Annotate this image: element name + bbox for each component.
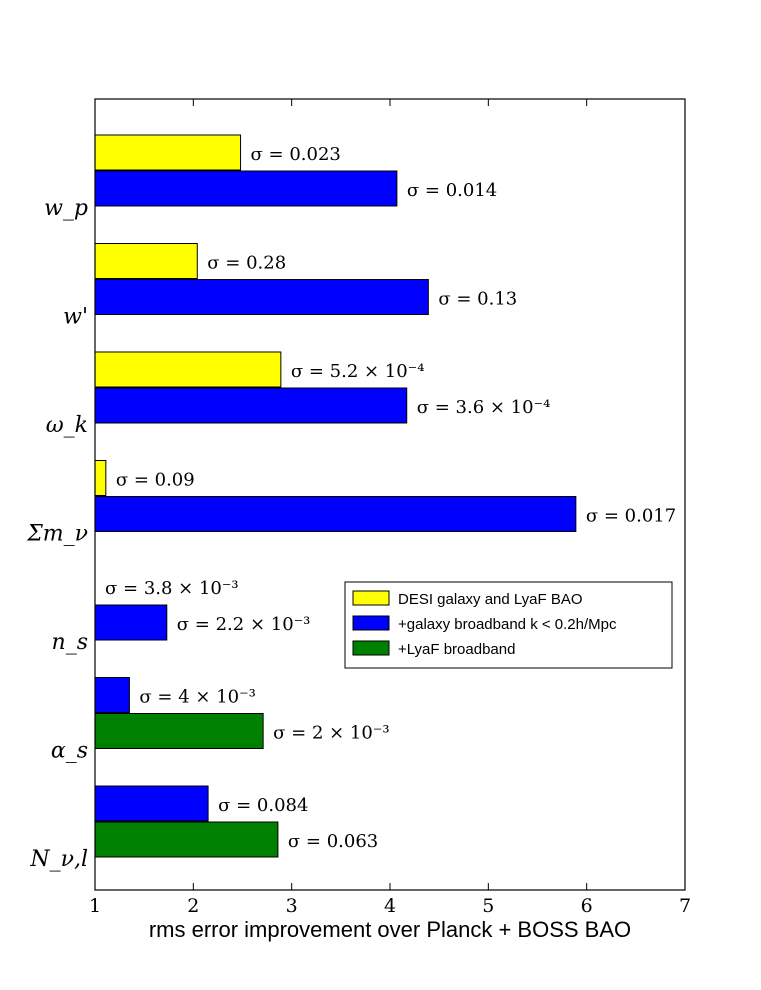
bar-label-2-5: σ = 2 × 10⁻³ [273,723,389,744]
x-ticks-group: 1 2 3 4 5 6 7 [89,99,691,917]
bar-1-6 [94,785,209,822]
bar-label-2-6: σ = 0.063 [288,831,378,852]
legend-swatch-0 [352,590,390,606]
legend-label-0: DESI galaxy and LyaF BAO [398,591,583,608]
x-tick-label-2: 3 [286,895,298,917]
bar-1-3 [94,496,577,532]
bar-label-1-3: σ = 0.017 [586,506,676,527]
bar-label-1-5: σ = 4 × 10⁻³ [139,687,255,708]
bars-group [94,134,577,858]
bar-label-0-3: σ = 0.09 [116,470,195,491]
x-tick-label-5: 6 [581,895,593,917]
bar-0-1 [94,243,198,279]
legend-swatch-2 [352,640,390,656]
category-label-2: ω_k [46,413,88,438]
bar-label-0-0: σ = 0.023 [251,144,341,165]
bar-1-0 [94,170,398,207]
x-tick-label-3: 4 [384,895,396,917]
bar-1-4 [94,604,168,641]
bar-label-1-2: σ = 3.6 × 10⁻⁴ [417,397,551,418]
bar-1-2 [94,387,408,424]
legend-box [344,581,673,669]
bar-0-0 [94,134,242,171]
bar-label-0-1: σ = 0.28 [207,253,286,274]
legend: DESI galaxy and LyaF BAO +galaxy broadban… [344,581,673,669]
legend-entries: DESI galaxy and LyaF BAO +galaxy broadban… [352,590,617,658]
legend-label-1: +galaxy broadband k < 0.2h/Mpc [398,616,617,633]
category-label-6: N_ν,l [29,847,88,872]
bar-2-5 [94,713,264,749]
bar-0-2 [94,351,282,388]
category-label-4: n_s [52,630,88,655]
x-axis-label: rms error improvement over Planck + BOSS… [149,917,631,942]
bar-labels-group: σ = 0.023 σ = 0.014 σ = 0.28 σ = 0.13 σ = 5.… [105,144,676,852]
bar-0-3 [94,460,107,496]
x-tick-label-4: 5 [482,895,494,917]
category-label-5: α_s [51,739,88,764]
bar-1-5 [94,677,130,713]
category-label-3: Σm_ν [26,522,88,547]
bar-label-1-4: σ = 2.2 × 10⁻³ [177,614,311,635]
plot-frame [94,98,686,891]
category-label-1: w' [63,305,88,330]
category-label-0: w_p [44,196,88,221]
x-tick-label-1: 2 [187,895,199,917]
category-labels-group: w_p w' ω_k Σm_ν n_s α_s N_ν,l [26,196,88,872]
legend-swatch-1 [352,615,390,631]
x-tick-label-6: 7 [679,895,691,917]
bar-label-0-4: σ = 3.8 × 10⁻³ [105,578,239,599]
x-tick-label-0: 1 [89,895,101,917]
bar-label-0-2: σ = 5.2 × 10⁻⁴ [291,361,425,382]
bar-2-6 [94,821,279,858]
legend-label-2: +LyaF broadband [398,641,515,658]
bar-1-1 [94,279,429,315]
bar-label-1-0: σ = 0.014 [407,180,497,201]
bar-label-1-1: σ = 0.13 [438,289,517,310]
bar-label-1-6: σ = 0.084 [218,795,308,816]
